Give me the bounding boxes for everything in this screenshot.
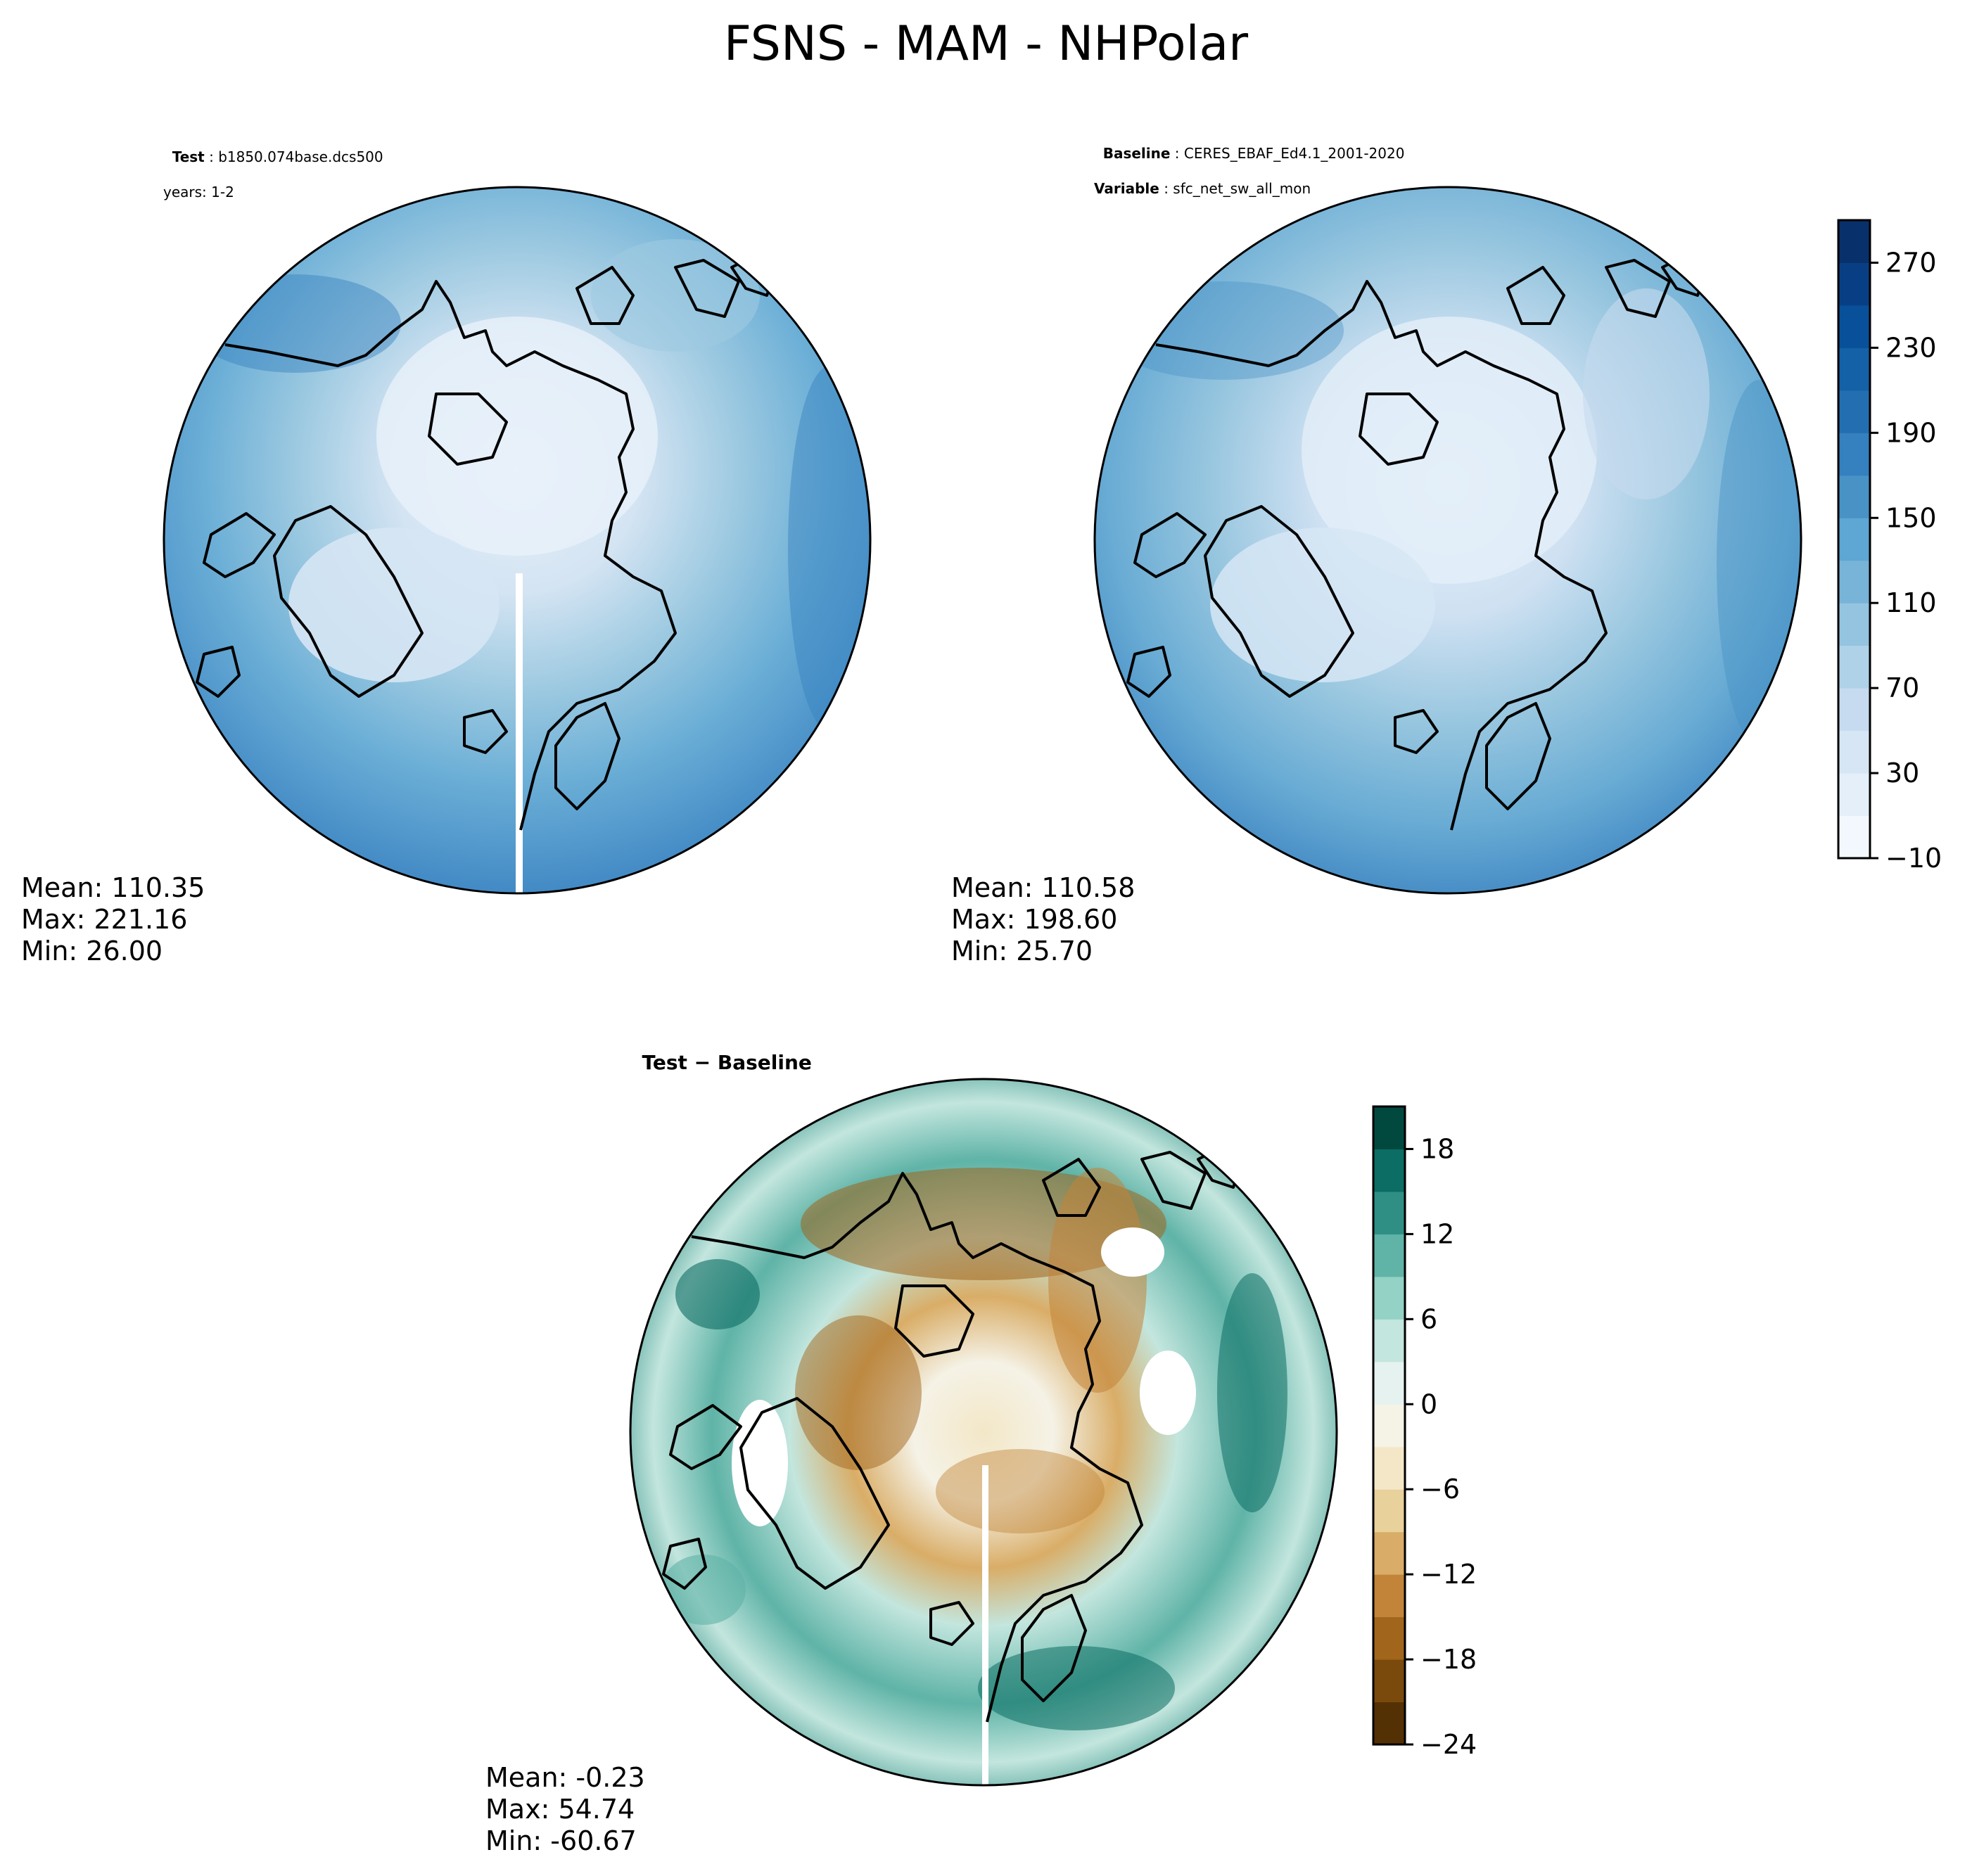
test-case-name: b1850.074base.dcs500 — [218, 148, 383, 165]
colorbar-main-segment — [1838, 518, 1870, 561]
baseline-max: Max: 198.60 — [951, 904, 1118, 935]
test-panel-header: Test : b1850.074base.dcs500 years: 1-2 — [163, 148, 383, 200]
colorbar-diff-tick-label: −18 — [1420, 1644, 1477, 1675]
figure-title: FSNS - MAM - NHPolar — [723, 16, 1249, 72]
diff-min: Min: -60.67 — [485, 1825, 637, 1856]
colorbar-main-segment — [1838, 603, 1870, 646]
baseline-label: Baseline — [1102, 145, 1171, 162]
colorbar-diff: 18 12 6 0 −6 −12 −18 −24 — [1372, 1105, 1477, 1760]
diff-map-boundary — [629, 1078, 1338, 1787]
colorbar-diff-segment — [1373, 1616, 1405, 1660]
diff-stats: Mean: -0.23 Max: 54.74 Min: -60.67 — [485, 1762, 645, 1857]
variable-label: Variable — [1094, 180, 1159, 197]
colorbar-main-segment — [1838, 730, 1870, 774]
colorbar-main-segment — [1838, 815, 1870, 859]
colorbar-main-segment — [1838, 688, 1870, 732]
test-coastlines — [196, 252, 775, 831]
baseline-min: Min: 25.70 — [951, 936, 1093, 966]
colorbar-main-tick-label: 230 — [1885, 332, 1937, 363]
test-label: Test — [172, 148, 205, 165]
test-min: Min: 26.00 — [21, 936, 163, 966]
colorbar-main-tick-label: 110 — [1885, 587, 1937, 618]
colorbar-main-tick-label: 30 — [1885, 758, 1919, 789]
colorbar-diff-tick-label: 6 — [1420, 1303, 1437, 1334]
test-max: Max: 221.16 — [21, 904, 188, 935]
colorbar-diff-tick-label: 18 — [1420, 1133, 1454, 1164]
colorbar-diff-segment — [1373, 1659, 1405, 1703]
baseline-mean: Mean: 110.58 — [951, 872, 1136, 903]
colorbar-diff-tick-label: −12 — [1420, 1559, 1477, 1590]
colorbar-diff-segment — [1373, 1106, 1405, 1149]
colorbar-diff-segment — [1373, 1234, 1405, 1277]
colorbar-diff-segment — [1373, 1149, 1405, 1192]
colorbar-diff-tick-label: 12 — [1420, 1218, 1454, 1249]
colorbar-main-segment — [1838, 773, 1870, 817]
colorbar-diff-segment — [1373, 1702, 1405, 1745]
colorbar-main-segment — [1838, 560, 1870, 604]
colorbar-main-tick-label: 70 — [1885, 672, 1919, 703]
colorbar-diff-tick-label: −24 — [1420, 1729, 1477, 1760]
baseline-coastlines — [1126, 252, 1706, 831]
variable-name: sfc_net_sw_all_mon — [1173, 180, 1311, 197]
colorbar-main-segment — [1838, 390, 1870, 433]
diff-mean: Mean: -0.23 — [485, 1762, 645, 1793]
colorbar-diff-segment — [1373, 1319, 1405, 1363]
colorbar-main-tick-label: 150 — [1885, 502, 1937, 533]
baseline-panel-header: Baseline : CERES_EBAF_Ed4.1_2001-2020 Va… — [1094, 145, 1405, 197]
colorbar-diff-segment — [1373, 1276, 1405, 1320]
diff-max: Max: 54.74 — [485, 1794, 635, 1825]
test-map-boundary — [163, 186, 872, 895]
diff-panel-header: Test − Baseline — [628, 1036, 812, 1074]
colorbar-diff-segment — [1373, 1489, 1405, 1533]
colorbar-main-segment — [1838, 220, 1870, 263]
colorbar-diff-segment — [1373, 1574, 1405, 1618]
colorbar-main-tick-label: 190 — [1885, 417, 1937, 448]
colorbar-diff-segment — [1373, 1361, 1405, 1405]
colorbar-main-tick-label: −10 — [1885, 843, 1942, 874]
test-stats: Mean: 110.35 Max: 221.16 Min: 26.00 — [21, 872, 205, 967]
colorbar-main: 270 230 190 150 110 70 30 −10 — [1837, 219, 1942, 874]
diff-coastlines — [662, 1144, 1242, 1723]
colorbar-main-segment — [1838, 347, 1870, 391]
colorbar-main-segment — [1838, 645, 1870, 689]
baseline-dataset-name: CERES_EBAF_Ed4.1_2001-2020 — [1183, 145, 1405, 162]
colorbar-diff-segment — [1373, 1191, 1405, 1234]
test-map — [164, 187, 870, 893]
test-mean: Mean: 110.35 — [21, 872, 205, 903]
colorbar-main-segment — [1838, 475, 1870, 518]
colorbar-main-segment — [1838, 305, 1870, 348]
colorbar-main-frame — [1837, 219, 1871, 860]
colorbar-diff-segment — [1373, 1404, 1405, 1448]
colorbar-main-segment — [1838, 433, 1870, 476]
baseline-stats: Mean: 110.58 Max: 198.60 Min: 25.70 — [951, 872, 1135, 967]
colorbar-main-tick-label: 270 — [1885, 247, 1937, 278]
baseline-map-boundary — [1093, 186, 1802, 895]
colorbar-diff-tick-label: −6 — [1420, 1474, 1460, 1505]
diff-map — [630, 1079, 1337, 1785]
colorbar-diff-segment — [1373, 1531, 1405, 1575]
test-years: years: 1-2 — [163, 184, 234, 200]
colorbar-diff-tick-label: 0 — [1420, 1389, 1437, 1419]
colorbar-diff-frame — [1372, 1105, 1406, 1746]
diff-label: Test − Baseline — [642, 1051, 812, 1074]
colorbar-diff-segment — [1373, 1446, 1405, 1490]
baseline-map — [1095, 187, 1801, 893]
colorbar-main-segment — [1838, 262, 1870, 306]
